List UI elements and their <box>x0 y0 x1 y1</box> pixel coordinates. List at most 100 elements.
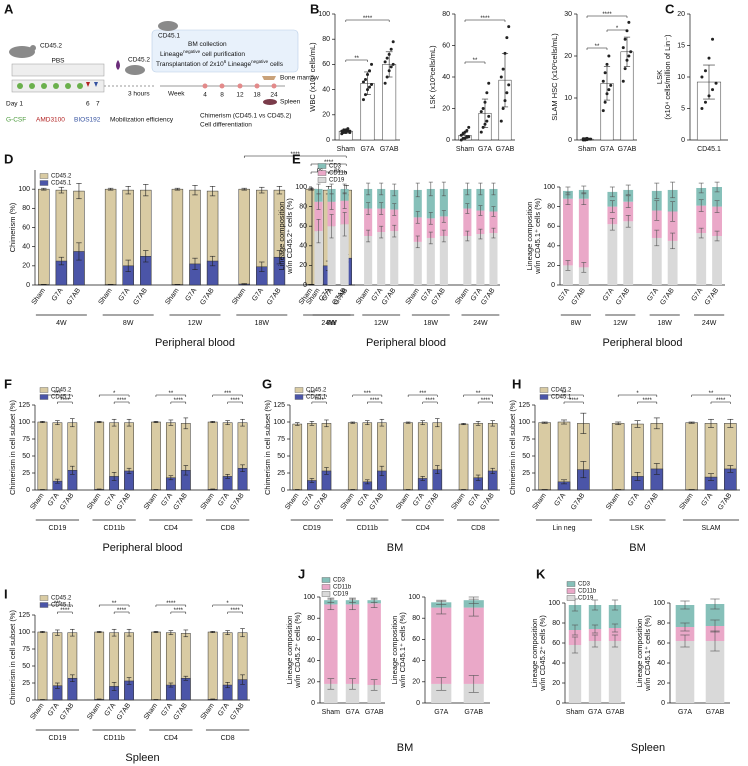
y-axis-label: Chimerism in cell subset (%) <box>508 399 517 495</box>
y-tick-label: 100 <box>18 419 30 426</box>
bar <box>390 209 399 232</box>
procedure-box <box>151 29 299 73</box>
bar <box>347 422 358 491</box>
panel-label: D <box>4 151 13 166</box>
x-tick-label: G7AB <box>229 702 246 722</box>
legend-swatch <box>539 387 549 393</box>
significance-bracket <box>227 611 243 614</box>
x-tick-label: G7AB <box>116 492 133 512</box>
bar <box>37 631 48 701</box>
y-tick-label: 50 <box>22 663 30 670</box>
group-label: LSK <box>631 525 645 532</box>
x-tick-label: G7A <box>104 492 118 508</box>
y-axis-label: Lineage composition <box>530 619 539 688</box>
bar <box>588 641 602 703</box>
bar <box>38 188 50 286</box>
bar <box>207 631 218 701</box>
group-label: Lin neg <box>553 525 576 532</box>
bar <box>458 423 469 491</box>
legend-swatch <box>294 394 304 400</box>
y-tick-label: 0 <box>446 137 450 144</box>
bar <box>171 188 184 286</box>
group-label: 8W <box>326 320 337 327</box>
bar <box>431 607 452 684</box>
group-label: CD19 <box>48 525 66 532</box>
legend-label: AMD3100 <box>36 117 65 124</box>
y-tick-label: 125 <box>273 402 285 409</box>
y-tick-label: 0 <box>526 487 530 494</box>
data-point <box>479 110 483 114</box>
bar <box>588 605 602 629</box>
week-tick: 8 <box>220 92 224 99</box>
x-tick-label: G7A <box>600 146 614 153</box>
legend-label: CD19 <box>578 596 594 602</box>
data-point <box>700 75 704 79</box>
significance-label: *** <box>224 391 232 397</box>
y-tick-label: 100 <box>548 600 560 607</box>
significance-bracket <box>57 611 73 614</box>
panel-label: A <box>4 1 14 16</box>
data-point <box>505 91 509 95</box>
legend-label: Mobilization efficiency <box>110 117 174 124</box>
significance-label: **** <box>425 398 435 404</box>
group-label: CD4 <box>164 525 178 532</box>
x-tick-label: Sham <box>454 287 470 306</box>
group-label: 8W <box>123 320 134 327</box>
panel-label: B <box>310 1 319 16</box>
data-point <box>605 62 609 66</box>
y-axis-label: w/in CD45.1⁺ cells (%) <box>398 612 407 689</box>
x-axis-label: Peripheral blood <box>102 542 182 554</box>
x-tick-label: G7A <box>160 492 174 508</box>
y-axis-label: (x10⁴ cells/million of Lin⁻) <box>663 34 672 120</box>
y-tick-label: 75 <box>277 436 285 443</box>
data-point <box>607 88 611 92</box>
y-tick-label: 100 <box>273 419 285 426</box>
significance-bracket <box>212 604 243 607</box>
x-tick-label: G7AB <box>381 287 398 307</box>
x-tick-label: G7AB <box>479 492 496 512</box>
significance-bracket <box>367 401 383 404</box>
bar <box>426 218 435 238</box>
y-tick-label: 25 <box>22 680 30 687</box>
x-tick-label: G7AB <box>615 287 632 307</box>
data-point <box>607 54 611 58</box>
data-point <box>465 129 469 133</box>
bar <box>413 217 422 242</box>
pbs-label: PBS <box>51 58 65 65</box>
organ-label: Spleen <box>280 99 301 106</box>
bar <box>390 189 399 210</box>
bar <box>439 188 448 217</box>
x-tick-label: Sham <box>143 492 159 511</box>
bar <box>314 231 323 285</box>
sampling-points <box>202 83 277 89</box>
y-tick-label: 0 <box>26 282 30 289</box>
week-tick: 18 <box>253 92 261 99</box>
significance-label: * <box>113 391 116 397</box>
legend-label: CD3 <box>333 578 346 584</box>
bar <box>292 423 303 491</box>
y-tick-label: 60 <box>547 223 555 230</box>
significance-bracket <box>113 401 130 404</box>
blood-drop <box>116 60 120 70</box>
group-label: CD11b <box>103 525 124 532</box>
group-label: 24W <box>321 320 336 327</box>
y-tick-label: 0 <box>281 487 285 494</box>
data-point <box>370 62 374 66</box>
legend-swatch <box>39 602 49 608</box>
y-tick-label: 50 <box>522 453 530 460</box>
y-tick-label: 60 <box>22 224 30 231</box>
y-tick-label: 80 <box>657 620 665 627</box>
group-label: CD19 <box>48 735 66 742</box>
x-tick-label: G7AB <box>116 702 133 722</box>
bar <box>476 188 485 211</box>
data-point <box>627 20 631 24</box>
step-superscript: negative <box>183 49 201 54</box>
spleen-icon <box>263 99 277 105</box>
x-axis-label: BM <box>397 742 414 754</box>
legend-swatch <box>539 394 549 400</box>
y-tick-label: 25 <box>522 470 530 477</box>
significance-label: **** <box>480 16 490 22</box>
y-tick-label: 15 <box>677 42 685 49</box>
bar <box>367 603 381 685</box>
x-tick-label: G7AB <box>59 492 76 512</box>
